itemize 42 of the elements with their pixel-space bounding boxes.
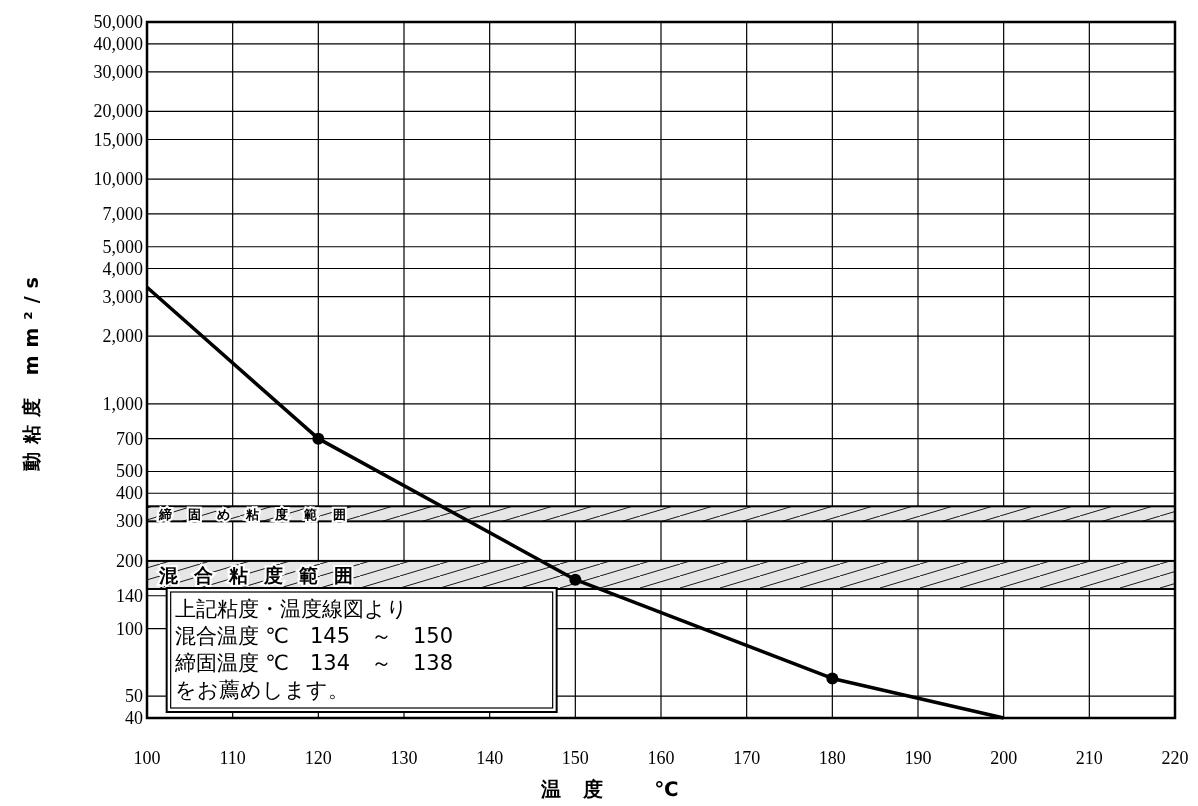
y-tick-label: 15,000 bbox=[93, 129, 143, 150]
x-tick-label: 220 bbox=[1161, 748, 1189, 768]
y-tick-label: 400 bbox=[116, 483, 143, 504]
y-tick-label: 140 bbox=[116, 585, 143, 606]
y-tick-label: 20,000 bbox=[93, 101, 143, 122]
x-tick-label: 130 bbox=[390, 748, 418, 768]
x-tick-label: 210 bbox=[1075, 748, 1103, 768]
y-tick-label: 40 bbox=[125, 708, 143, 728]
y-tick-label: 40,000 bbox=[93, 33, 143, 54]
y-tick-label: 200 bbox=[116, 550, 143, 571]
annotation: 上記粘度・温度線図より bbox=[174, 597, 408, 621]
y-tick-label: 50 bbox=[125, 686, 143, 707]
y-tick-label: 5,000 bbox=[102, 236, 143, 257]
point bbox=[826, 672, 839, 685]
y-tick-label: 50,000 bbox=[93, 12, 143, 32]
x-tick-label: 160 bbox=[647, 748, 675, 768]
x-tick-label: 200 bbox=[990, 748, 1018, 768]
x-tick-label: 140 bbox=[476, 748, 504, 768]
x-tick-label: 120 bbox=[304, 748, 332, 768]
y-tick-label: 300 bbox=[116, 511, 143, 532]
y-tick-label: 30,000 bbox=[93, 61, 143, 82]
y-tick-label: 3,000 bbox=[102, 286, 143, 307]
y-tick-label: 1,000 bbox=[102, 393, 143, 414]
y-tick-label: 10,000 bbox=[93, 169, 143, 190]
annotation: 締固温度 ℃ 134 ～ 138 bbox=[173, 651, 454, 675]
x-tick-label: 110 bbox=[219, 748, 246, 768]
annotation: をお薦めします。 bbox=[174, 678, 349, 702]
y-tick-label: 700 bbox=[116, 428, 143, 449]
x-tick-label: 180 bbox=[818, 748, 846, 768]
point bbox=[569, 573, 582, 586]
y-axis-title: 動粘度 mm²/s bbox=[20, 269, 42, 472]
annotation: 混合温度 ℃ 145 ～ 150 bbox=[174, 624, 454, 648]
y-tick-label: 2,000 bbox=[102, 326, 143, 347]
y-tick-label: 4,000 bbox=[102, 258, 143, 279]
point bbox=[312, 432, 325, 445]
x-tick-label: 150 bbox=[561, 748, 589, 768]
x-axis-title: 温度 ℃ bbox=[540, 777, 701, 801]
x-tick-label: 190 bbox=[904, 748, 932, 768]
y-tick-label: 500 bbox=[116, 461, 143, 482]
y-tick-label: 7,000 bbox=[102, 203, 143, 224]
x-tick-label: 170 bbox=[733, 748, 761, 768]
y-tick-label: 100 bbox=[116, 618, 143, 639]
